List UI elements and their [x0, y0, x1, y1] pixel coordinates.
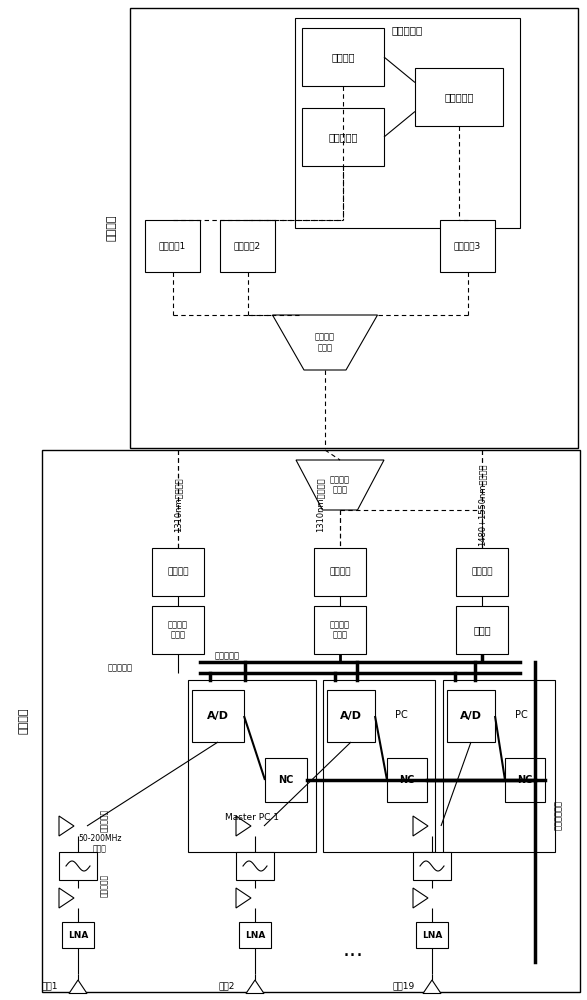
Text: LNA: LNA: [245, 930, 265, 940]
Text: PC: PC: [394, 710, 407, 720]
Bar: [62, 922, 94, 948]
Text: PC: PC: [515, 710, 527, 720]
Text: 触发信号线: 触发信号线: [215, 652, 240, 660]
Text: 光收发器: 光收发器: [471, 568, 492, 576]
Text: 光纤多路
复用器: 光纤多路 复用器: [315, 333, 335, 352]
Bar: [220, 220, 275, 272]
Polygon shape: [236, 816, 251, 836]
Bar: [130, 8, 578, 448]
Text: NC: NC: [399, 775, 414, 785]
Text: LNA: LNA: [68, 930, 88, 940]
Text: A/D: A/D: [340, 711, 362, 721]
Polygon shape: [296, 460, 384, 510]
Text: 光收发器2: 光收发器2: [234, 241, 261, 250]
Bar: [302, 28, 384, 86]
Text: 光收发器: 光收发器: [167, 568, 189, 576]
Text: 中频放大器: 中频放大器: [100, 873, 109, 897]
Text: 本地以太网线: 本地以太网线: [554, 800, 562, 830]
Text: 光收发器3: 光收发器3: [454, 241, 481, 250]
Bar: [413, 852, 451, 880]
Polygon shape: [59, 816, 74, 836]
Bar: [440, 220, 495, 272]
Text: 触发信号
功分器: 触发信号 功分器: [330, 620, 350, 640]
Text: 天线2: 天线2: [219, 982, 235, 990]
Bar: [188, 680, 316, 852]
Text: 天线1: 天线1: [42, 982, 58, 990]
Text: 触发信号: 触发信号: [331, 52, 355, 62]
Text: 光纤多路
复用器: 光纤多路 复用器: [330, 475, 350, 495]
Bar: [265, 758, 307, 802]
Text: 交换机: 交换机: [473, 625, 491, 635]
Text: 计算机集群: 计算机集群: [392, 25, 423, 35]
Text: 1310nm波长光纤: 1310nm波长光纤: [174, 478, 183, 532]
Bar: [314, 548, 366, 596]
Text: NC: NC: [278, 775, 294, 785]
Text: 1310nm波长光纤: 1310nm波长光纤: [315, 478, 325, 532]
Text: 远程系统: 远程系统: [19, 708, 29, 734]
Text: NC: NC: [517, 775, 532, 785]
Bar: [42, 450, 580, 992]
Polygon shape: [69, 980, 87, 994]
Text: 以太网信号: 以太网信号: [444, 92, 474, 102]
Bar: [323, 680, 435, 852]
Polygon shape: [413, 888, 428, 908]
Bar: [443, 680, 555, 852]
Polygon shape: [59, 888, 74, 908]
Bar: [152, 606, 204, 654]
Bar: [314, 606, 366, 654]
Text: LNA: LNA: [422, 930, 442, 940]
Text: ...: ...: [342, 940, 363, 960]
Bar: [327, 690, 375, 742]
Bar: [456, 548, 508, 596]
Bar: [505, 758, 545, 802]
Text: 光收发器1: 光收发器1: [159, 241, 186, 250]
Polygon shape: [246, 980, 264, 994]
Bar: [145, 220, 200, 272]
Bar: [302, 108, 384, 166]
Bar: [192, 690, 244, 742]
Bar: [447, 690, 495, 742]
Text: 时钟信号线: 时钟信号线: [108, 664, 133, 672]
Bar: [415, 68, 503, 126]
Bar: [416, 922, 448, 948]
Text: Master PC 1: Master PC 1: [225, 814, 279, 822]
Text: 光收发器: 光收发器: [329, 568, 351, 576]
Text: 天线19: 天线19: [393, 982, 415, 990]
Bar: [456, 606, 508, 654]
Bar: [295, 18, 520, 228]
Polygon shape: [236, 888, 251, 908]
Text: A/D: A/D: [460, 711, 482, 721]
Bar: [239, 922, 271, 948]
Bar: [236, 852, 274, 880]
Polygon shape: [423, 980, 441, 994]
Polygon shape: [272, 315, 377, 370]
Polygon shape: [413, 816, 428, 836]
Text: 中频放大器: 中频放大器: [100, 808, 109, 832]
Bar: [152, 548, 204, 596]
Text: A/D: A/D: [207, 711, 229, 721]
Bar: [59, 852, 97, 880]
Text: 主时钟信号: 主时钟信号: [328, 132, 357, 142]
Text: 控制中心: 控制中心: [107, 215, 117, 241]
Bar: [387, 758, 427, 802]
Text: 1480+1550nm波长光纤: 1480+1550nm波长光纤: [477, 464, 487, 546]
Text: 50-200MHz
滤波器: 50-200MHz 滤波器: [78, 834, 122, 854]
Text: 时钟信号
功分器: 时钟信号 功分器: [168, 620, 188, 640]
